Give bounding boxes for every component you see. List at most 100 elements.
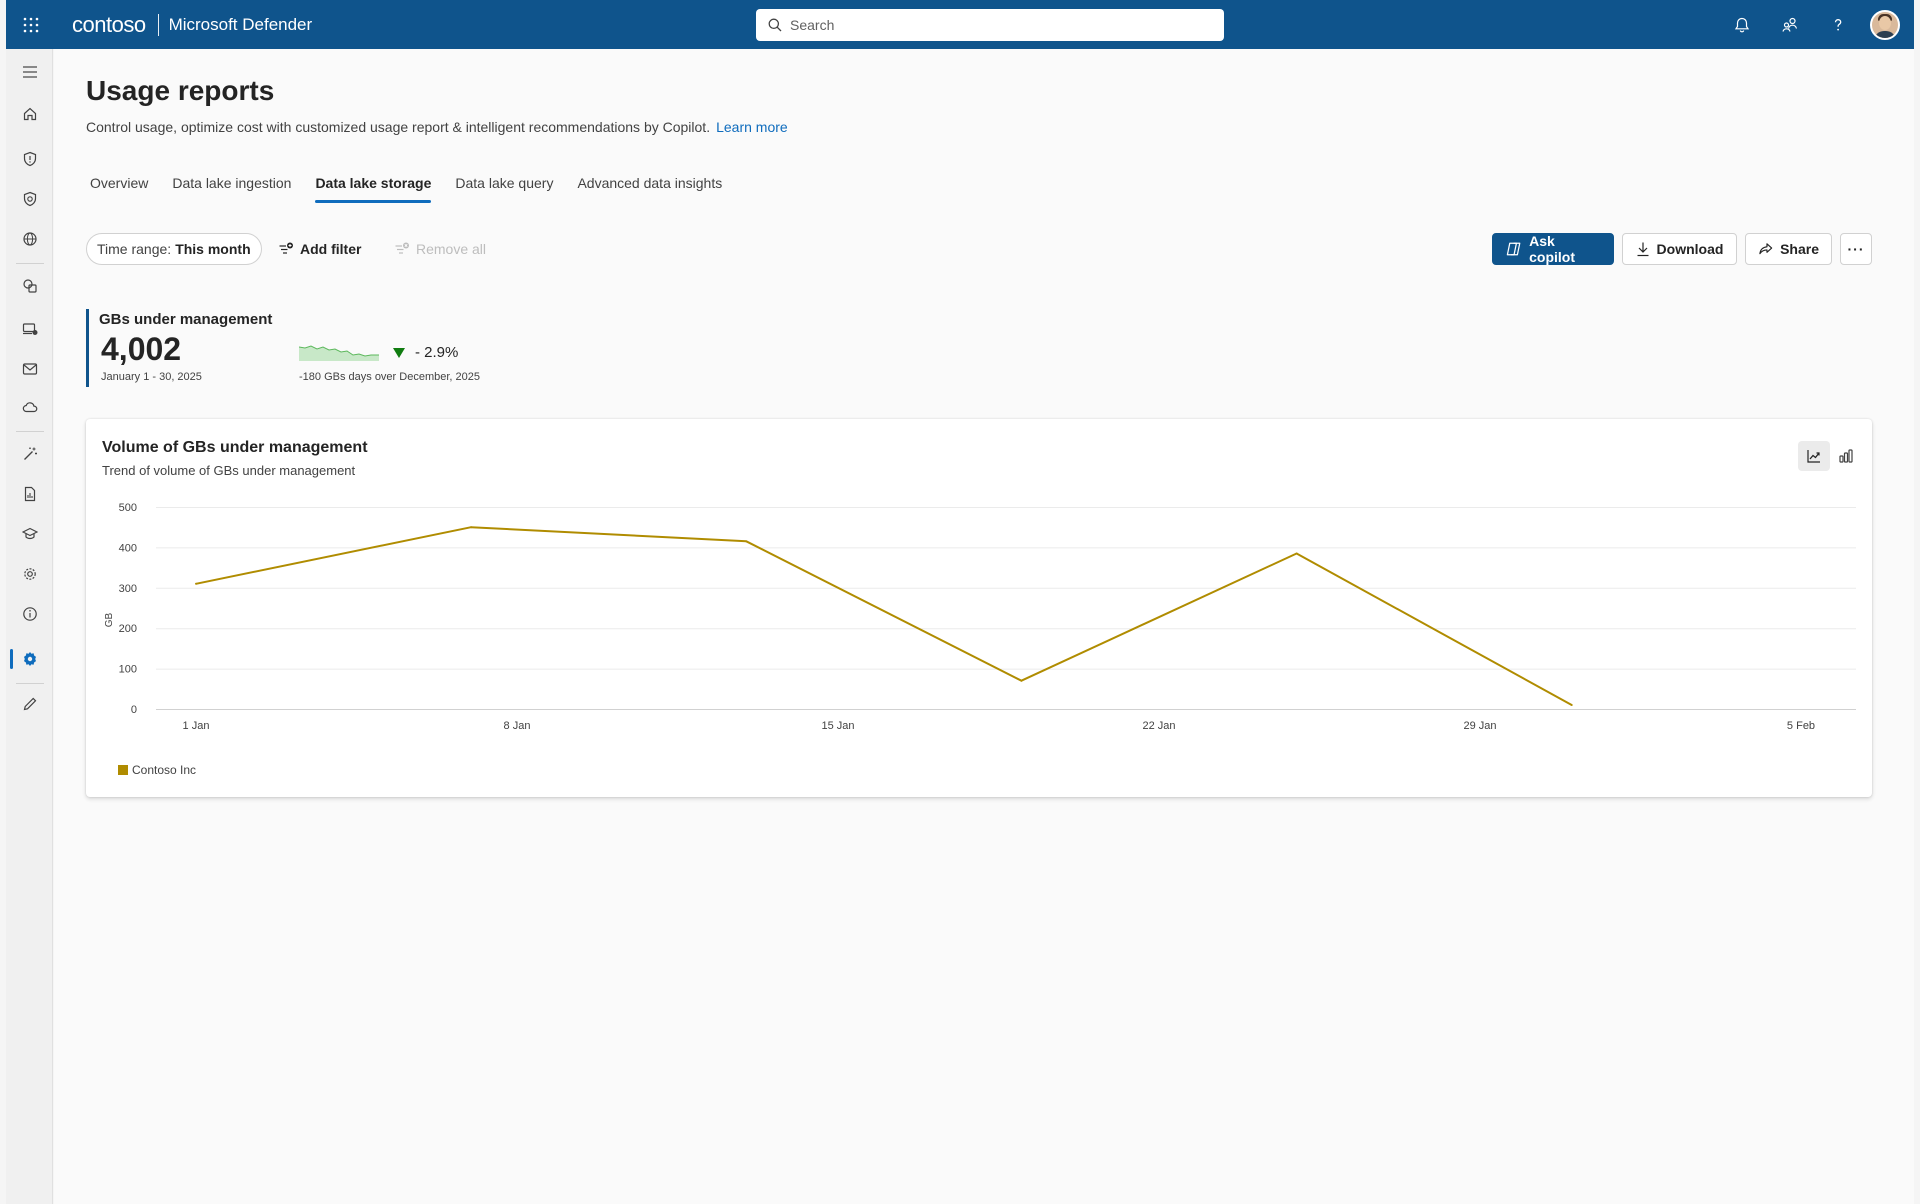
protection-icon <box>23 191 36 207</box>
kpi-delta-value: - 2.9% <box>415 344 459 361</box>
kpi-comparison-note: -180 GBs days over December, 2025 <box>299 371 480 383</box>
remove-all-button[interactable]: Remove all <box>394 233 486 265</box>
nav-endpoints[interactable] <box>6 311 53 347</box>
page-title: Usage reports <box>86 75 275 106</box>
brand-name: contoso <box>72 11 146 37</box>
add-filter-label: Add filter <box>300 241 362 257</box>
ask-copilot-button[interactable]: Ask copilot <box>1492 233 1614 265</box>
chart-title: Volume of GBs under management <box>102 439 368 456</box>
report-tabs: Overview Data lake ingestion Data lake s… <box>80 167 736 207</box>
chart-subtitle: Trend of volume of GBs under management <box>102 463 356 478</box>
bar-view-button[interactable] <box>1830 441 1862 471</box>
chart-view-toggle <box>1798 441 1862 471</box>
download-icon <box>1637 242 1649 257</box>
download-button[interactable]: Download <box>1622 233 1737 265</box>
search-box[interactable] <box>756 9 1224 41</box>
legend-label[interactable]: Contoso Inc <box>132 763 197 777</box>
time-range-label: Time range: <box>97 241 172 257</box>
more-actions-button[interactable]: ··· <box>1840 233 1872 265</box>
line-view-button[interactable] <box>1798 441 1830 471</box>
left-navigation <box>6 49 53 1204</box>
waffle-icon <box>23 17 39 32</box>
nav-trials[interactable] <box>6 556 53 592</box>
nav-assets[interactable] <box>6 268 53 304</box>
main-content: Usage reports Control usage, optimize co… <box>54 49 1914 1204</box>
search-input[interactable] <box>790 17 1210 33</box>
shield-icon <box>23 151 36 167</box>
mail-icon <box>22 363 37 375</box>
learn-more-link[interactable]: Learn more <box>716 119 788 135</box>
nav-email[interactable] <box>6 351 53 387</box>
add-filter-icon <box>279 242 293 254</box>
y-tick-label: 300 <box>119 583 137 595</box>
data-point <box>1570 703 1573 706</box>
nav-cloud[interactable] <box>6 389 53 425</box>
y-tick-label: 0 <box>131 704 137 716</box>
nav-customize[interactable] <box>6 686 53 722</box>
tab-data-lake-ingestion[interactable]: Data lake ingestion <box>172 175 292 191</box>
chart-legend: Contoso Inc <box>118 763 196 777</box>
volume-chart-card: Volume of GBs under management Trend of … <box>86 419 1872 797</box>
time-range-filter[interactable]: Time range: This month <box>86 233 262 265</box>
x-tick-label: 1 Jan <box>183 720 210 732</box>
data-point <box>470 526 473 529</box>
nav-learning[interactable] <box>6 516 53 552</box>
y-tick-label: 200 <box>119 623 137 635</box>
product-name: Microsoft Defender <box>168 14 313 34</box>
trend-down-icon <box>393 347 405 358</box>
x-tick-label: 5 Feb <box>1787 720 1815 732</box>
nav-system-settings[interactable] <box>6 641 53 677</box>
search-icon <box>768 18 782 32</box>
page-subtitle: Control usage, optimize cost with custom… <box>86 119 788 135</box>
share-label: Share <box>1780 241 1819 257</box>
filter-toolbar: Time range: This month Add filter Remove… <box>86 233 1872 265</box>
device-icon <box>22 323 37 335</box>
add-filter-button[interactable]: Add filter <box>278 233 361 265</box>
data-point <box>1295 552 1298 555</box>
nav-hunting[interactable] <box>6 436 53 472</box>
bar-chart-icon <box>1839 449 1853 463</box>
remove-filter-icon <box>395 242 409 254</box>
rail-divider <box>16 431 44 432</box>
tab-advanced-data-insights[interactable]: Advanced data insights <box>577 175 723 191</box>
line-chart-icon <box>1807 450 1820 463</box>
brand-logo[interactable]: contoso Microsoft Defender <box>72 12 312 38</box>
y-tick-label: 500 <box>119 502 137 514</box>
wand-icon <box>23 447 37 460</box>
tab-overview[interactable]: Overview <box>90 175 149 191</box>
kpi-value: 4,002 <box>101 331 182 367</box>
nav-exposure[interactable] <box>6 181 53 217</box>
tab-data-lake-storage[interactable]: Data lake storage <box>305 167 441 207</box>
nav-home[interactable] <box>6 96 53 132</box>
nav-incidents[interactable] <box>6 141 53 177</box>
data-point <box>195 582 197 585</box>
data-point <box>745 540 748 543</box>
community-button[interactable] <box>1766 0 1814 49</box>
rail-divider <box>16 263 44 264</box>
edit-icon <box>23 697 36 711</box>
nav-intel[interactable] <box>6 221 53 257</box>
nav-reports[interactable] <box>6 476 53 512</box>
app-launcher-button[interactable] <box>6 0 56 49</box>
user-avatar[interactable] <box>1870 9 1900 40</box>
help-button[interactable] <box>1814 0 1862 49</box>
nav-collapse-button[interactable] <box>6 54 53 90</box>
top-bar-actions <box>1718 0 1914 49</box>
copilot-icon <box>1506 242 1521 256</box>
kpi-date-range: January 1 - 30, 2025 <box>101 371 202 383</box>
x-tick-label: 8 Jan <box>504 720 531 732</box>
x-tick-label: 15 Jan <box>821 720 854 732</box>
share-button[interactable]: Share <box>1745 233 1832 265</box>
kpi-delta: - 2.9% <box>393 344 458 361</box>
tab-data-lake-query[interactable]: Data lake query <box>455 175 554 191</box>
x-tick-label: 29 Jan <box>1463 720 1496 732</box>
home-icon <box>23 107 36 121</box>
globe-icon <box>22 232 37 246</box>
nav-info[interactable] <box>6 596 53 632</box>
rail-divider <box>16 683 44 684</box>
y-tick-label: 100 <box>119 664 137 676</box>
series-line-contoso-inc <box>195 526 1573 706</box>
notifications-button[interactable] <box>1718 0 1766 49</box>
reports-icon <box>24 486 35 502</box>
y-tick-label: 400 <box>119 542 137 554</box>
